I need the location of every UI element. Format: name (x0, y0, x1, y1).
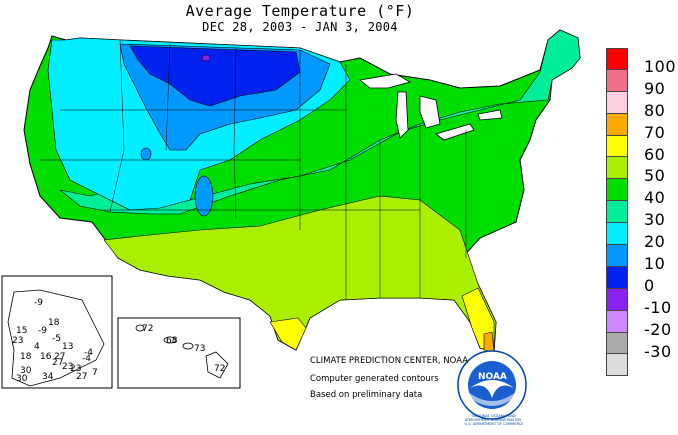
alaska-inset-box (1, 275, 113, 389)
legend-swatch (606, 223, 628, 246)
legend-label: 80 (644, 100, 666, 120)
credit-line-1: CLIMATE PREDICTION CENTER, NOAA (310, 356, 469, 366)
lake-ontario (477, 109, 503, 121)
legend-entry: 30 (606, 201, 678, 228)
zone-70s-florida-tip (483, 331, 495, 353)
legend-entry: 100 (606, 48, 678, 75)
alaska-station-value: 23 (70, 364, 82, 374)
hawaii-islands (135, 324, 229, 379)
hawaii-station-value: 73 (194, 344, 206, 354)
credit-line-2: Computer generated contours (310, 374, 439, 384)
hawaii-station-value: 72 (214, 364, 226, 374)
legend-swatch (606, 354, 628, 377)
legend-swatch (606, 288, 628, 311)
alaska-station-value: 13 (62, 342, 74, 352)
legend-entry: 40 (606, 179, 678, 206)
hawaii-station-value: 72 (142, 324, 154, 334)
alaska-station-value: -4 (84, 348, 93, 358)
alaska-station-value: 27 (52, 358, 64, 368)
legend-label: 30 (644, 210, 666, 230)
noaa-logo (457, 350, 527, 420)
lake-huron (419, 95, 441, 129)
legend-entry: -30 (606, 332, 678, 359)
alaska-station-value: -9 (38, 326, 47, 336)
legend-label: 90 (644, 78, 666, 98)
alaska-station-value: -5 (52, 334, 61, 344)
legend-swatch (606, 135, 628, 158)
alaska-station-value: 4 (34, 342, 40, 352)
credit-line-3: Based on preliminary data (310, 390, 423, 400)
zone-10s-colorado (194, 175, 214, 217)
alaska-station-value: 15 (16, 326, 28, 336)
legend-label: 100 (644, 57, 677, 76)
alaska-station-value: -9 (34, 298, 43, 308)
legend-entry: 60 (606, 135, 678, 162)
alaska-station-value: 30 (16, 374, 28, 384)
map-title: Average Temperature (°F) (185, 2, 415, 20)
legend-swatch (606, 179, 628, 202)
noaa-ring-text: NATIONAL OCEANIC AND ATMOSPHERIC ADMINIS… (464, 414, 524, 426)
state-boundaries (40, 39, 467, 300)
legend-label: 10 (644, 254, 666, 274)
zone-60s-texas (269, 317, 307, 351)
legend-swatch (606, 48, 628, 70)
legend-entry: 0 (606, 266, 678, 293)
alaska-station-value: 23 (62, 362, 74, 372)
legend-swatch (606, 91, 628, 114)
legend-entry: -20 (606, 310, 678, 337)
map-subtitle: DEC 28, 2003 - JAN 3, 2004 (202, 20, 398, 34)
legend-swatch (606, 201, 628, 224)
legend-label: 40 (644, 188, 666, 208)
legend-swatch (606, 332, 628, 355)
alaska-station-value: 27 (54, 352, 66, 362)
alaska-station-value: 7 (92, 368, 98, 378)
legend-label: -30 (644, 341, 672, 361)
alaska-station-value: 34 (42, 372, 54, 382)
hawaii-inset-box (117, 317, 241, 389)
lake-michigan (395, 91, 409, 139)
legend-swatch (606, 266, 628, 289)
legend-entry: 70 (606, 113, 678, 140)
legend-label: 20 (644, 232, 666, 252)
lake-superior (359, 73, 412, 89)
alaska-station-value: 18 (20, 352, 32, 362)
zone-50s (103, 195, 497, 353)
legend-entry: 10 (606, 245, 678, 272)
alaska-station-value: 18 (48, 318, 60, 328)
legend-label: 70 (644, 122, 666, 142)
legend-swatch (606, 157, 628, 180)
legend-entry: 90 (606, 69, 678, 96)
legend-swatch (606, 245, 628, 267)
color-legend: 100 90 80 70 60 50 40 30 20 10 0 -10 -20 -30 (606, 48, 678, 377)
legend-label: 50 (644, 166, 666, 186)
alaska-station-value: 23 (12, 336, 24, 346)
legend-entry: 80 (606, 91, 678, 118)
legend-swatch (606, 113, 628, 136)
legend-label: -10 (644, 297, 672, 317)
legend-entry: 20 (606, 223, 678, 250)
legend-entry (606, 354, 678, 377)
zone-10s-wyoming (140, 147, 152, 161)
legend-label: 60 (644, 144, 666, 164)
hawaii-station-value: 68 (166, 336, 178, 346)
legend-entry: -10 (606, 288, 678, 315)
alaska-station-value: -4 (82, 354, 91, 364)
zone-0s (129, 45, 301, 107)
alaska-station-value: 30 (20, 366, 32, 376)
alaska-outline (7, 289, 105, 387)
zone-minus10-pocket (201, 54, 211, 62)
legend-swatch (606, 69, 628, 92)
legend-swatch (606, 310, 628, 333)
legend-label: -20 (644, 319, 672, 339)
alaska-station-value: 16 (40, 352, 52, 362)
legend-label: 0 (644, 275, 655, 295)
lake-erie (435, 123, 475, 141)
noaa-logo-text: NOAA (478, 372, 507, 382)
alaska-station-value: 27 (76, 372, 88, 382)
legend-entry: 50 (606, 157, 678, 184)
